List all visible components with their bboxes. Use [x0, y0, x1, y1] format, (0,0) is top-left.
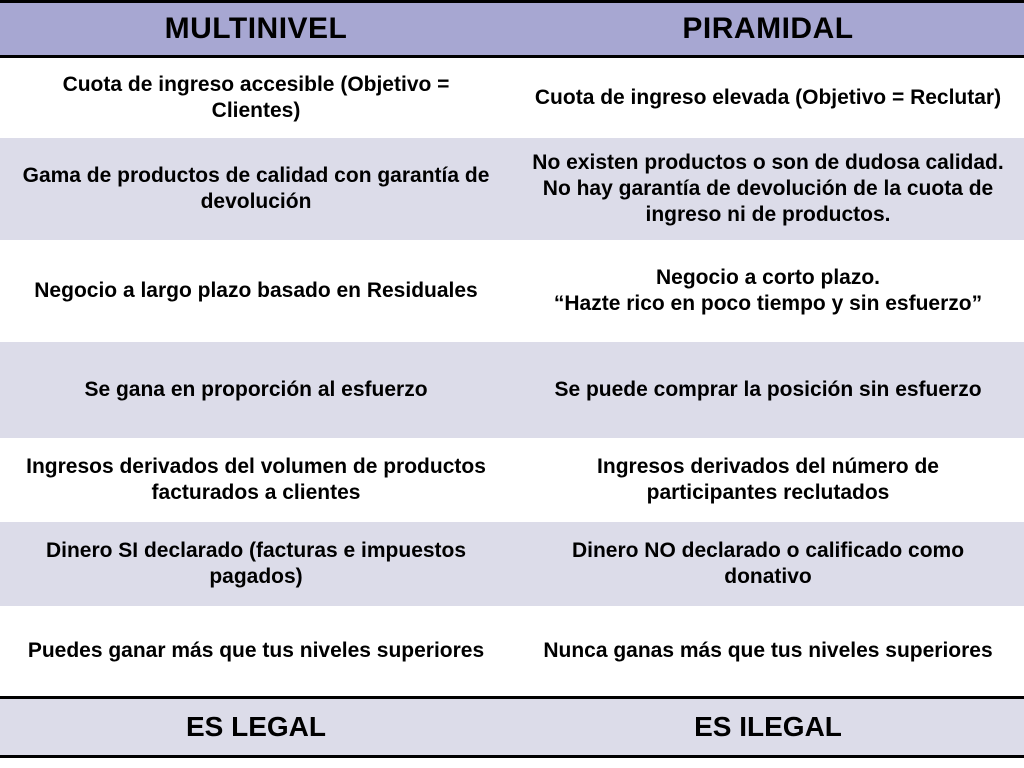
footer-right: ES ILEGAL	[512, 699, 1024, 755]
cell-right: Negocio a corto plazo. “Hazte rico en po…	[512, 240, 1024, 342]
cell-left: Negocio a largo plazo basado en Residual…	[0, 240, 512, 342]
table-row: Ingresos derivados del volumen de produc…	[0, 438, 1024, 522]
cell-right: Nunca ganas más que tus niveles superior…	[512, 606, 1024, 696]
cell-right: Se puede comprar la posición sin esfuerz…	[512, 342, 1024, 438]
cell-right: No existen productos o son de dudosa cal…	[512, 138, 1024, 240]
footer-row: ES LEGAL ES ILEGAL	[0, 696, 1024, 758]
cell-right-line1: Negocio a corto plazo.	[656, 265, 880, 291]
cell-left: Dinero SI declarado (facturas e impuesto…	[0, 522, 512, 606]
cell-left: Puedes ganar más que tus niveles superio…	[0, 606, 512, 696]
cell-left: Cuota de ingreso accesible (Objetivo = C…	[0, 58, 512, 138]
table-row: Dinero SI declarado (facturas e impuesto…	[0, 522, 1024, 606]
cell-right: Ingresos derivados del número de partici…	[512, 438, 1024, 522]
header-row: MULTINIVEL PIRAMIDAL	[0, 0, 1024, 58]
comparison-table: MULTINIVEL PIRAMIDAL Cuota de ingreso ac…	[0, 0, 1024, 758]
table-row: Se gana en proporción al esfuerzo Se pue…	[0, 342, 1024, 438]
table-row: Puedes ganar más que tus niveles superio…	[0, 606, 1024, 696]
footer-left: ES LEGAL	[0, 699, 512, 755]
cell-left: Gama de productos de calidad con garantí…	[0, 138, 512, 240]
cell-left: Ingresos derivados del volumen de produc…	[0, 438, 512, 522]
table-row: Negocio a largo plazo basado en Residual…	[0, 240, 1024, 342]
header-left: MULTINIVEL	[0, 3, 512, 55]
header-right: PIRAMIDAL	[512, 3, 1024, 55]
table-row: Gama de productos de calidad con garantí…	[0, 138, 1024, 240]
table-row: Cuota de ingreso accesible (Objetivo = C…	[0, 58, 1024, 138]
cell-right: Dinero NO declarado o calificado como do…	[512, 522, 1024, 606]
cell-left: Se gana en proporción al esfuerzo	[0, 342, 512, 438]
cell-right-line2: “Hazte rico en poco tiempo y sin esfuerz…	[554, 291, 982, 317]
cell-right: Cuota de ingreso elevada (Objetivo = Rec…	[512, 58, 1024, 138]
